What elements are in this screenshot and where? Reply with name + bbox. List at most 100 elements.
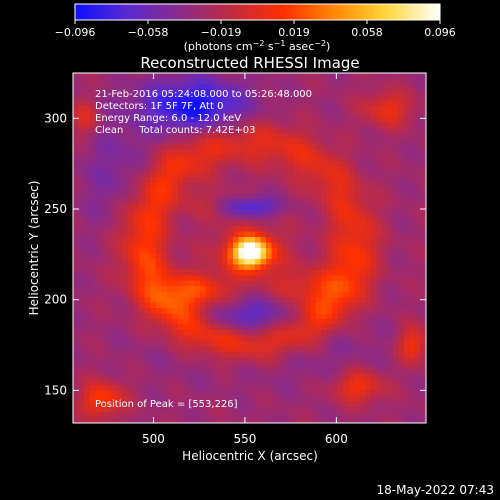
heatmap-cell (310, 198, 317, 205)
heatmap-cell (304, 78, 311, 85)
heatmap-cell (84, 324, 90, 331)
heatmap-cell (243, 368, 250, 375)
heatmap-cell (84, 193, 90, 200)
heatmap-cell (266, 193, 272, 200)
heatmap-cell (221, 264, 228, 271)
heatmap-cell (387, 291, 394, 298)
heatmap-cell (337, 127, 344, 134)
heatmap-cell (73, 122, 79, 129)
heatmap-cell (73, 248, 79, 254)
heatmap-cell (299, 94, 306, 101)
heatmap-cell (210, 171, 217, 178)
heatmap-cell (266, 395, 272, 402)
heatmap-cell (221, 324, 228, 331)
heatmap-cell (183, 204, 190, 211)
heatmap-cell (365, 330, 372, 336)
heatmap-cell (293, 357, 300, 364)
heatmap-cell (370, 340, 377, 347)
heatmap-cell (205, 138, 212, 145)
heatmap-cell (117, 78, 124, 85)
heatmap-cell (392, 144, 399, 150)
heatmap-cell (271, 368, 278, 375)
heatmap-cell (117, 89, 124, 96)
heatmap-cell (73, 242, 79, 249)
heatmap-cell (354, 127, 361, 134)
heatmap-cell (359, 94, 366, 101)
heatmap-cell (238, 335, 245, 342)
colorbar-tick-label: −0.019 (201, 26, 242, 39)
heatmap-cell (310, 324, 317, 331)
heatmap-cell (315, 313, 322, 320)
heatmap-cell (177, 138, 184, 145)
heatmap-cell (249, 160, 256, 167)
heatmap-cell (216, 242, 223, 249)
heatmap-cell (194, 111, 201, 118)
heatmap-cell (310, 242, 317, 249)
heatmap-cell (282, 165, 289, 172)
heatmap-cell (376, 412, 383, 418)
heatmap-cell (106, 226, 113, 232)
heatmap-cell (299, 258, 306, 265)
heatmap-cell (210, 231, 217, 238)
heatmap-cell (161, 144, 168, 150)
heatmap-cell (398, 308, 405, 315)
heatmap-cell (205, 215, 212, 222)
heatmap-cell (150, 171, 157, 178)
heatmap-cell (266, 384, 272, 391)
heatmap-cell (155, 127, 162, 134)
heatmap-cell (106, 373, 113, 380)
heatmap-cell (205, 105, 212, 112)
heatmap-cell (128, 286, 135, 293)
heatmap-cell (326, 215, 333, 222)
heatmap-cell (100, 417, 107, 423)
heatmap-cell (216, 122, 223, 129)
heatmap-cell (117, 368, 124, 375)
heatmap-cell (381, 412, 388, 418)
heatmap-cell (392, 171, 399, 178)
heatmap-cell (321, 94, 328, 101)
heatmap-cell (409, 100, 416, 107)
heatmap-cell (282, 155, 289, 161)
heatmap-cell (232, 379, 239, 386)
heatmap-cell (304, 231, 311, 238)
heatmap-cell (321, 308, 328, 315)
heatmap-cell (227, 302, 234, 309)
heatmap-cell (310, 149, 317, 156)
heatmap-cell (188, 144, 195, 150)
heatmap-cell (398, 412, 405, 418)
heatmap-cell (414, 384, 421, 391)
heatmap-cell (128, 357, 135, 364)
heatmap-cell (106, 133, 113, 140)
heatmap-cell (205, 291, 212, 298)
heatmap-cell (299, 357, 306, 364)
heatmap-cell (128, 155, 135, 161)
heatmap-cell (398, 105, 405, 112)
heatmap-cell (166, 264, 173, 271)
heatmap-cell (326, 83, 333, 90)
heatmap-cell (387, 308, 394, 315)
heatmap-cell (238, 346, 245, 353)
heatmap-cell (293, 417, 300, 423)
heatmap-cell (266, 242, 272, 249)
heatmap-cell (403, 324, 410, 331)
heatmap-cell (326, 193, 333, 200)
heatmap-cell (403, 144, 410, 150)
heatmap-cell (210, 149, 217, 156)
heatmap-cell (144, 83, 151, 90)
heatmap-cell (398, 78, 405, 85)
heatmap-cell (266, 412, 272, 418)
heatmap-cell (161, 390, 168, 397)
heatmap-cell (414, 248, 421, 254)
heatmap-cell (315, 373, 322, 380)
heatmap-cell (387, 373, 394, 380)
heatmap-cell (100, 242, 107, 249)
heatmap-cell (370, 302, 377, 309)
heatmap-cell (221, 165, 228, 172)
heatmap-cell (243, 401, 250, 407)
heatmap-cell (260, 144, 267, 150)
heatmap-cell (199, 286, 206, 293)
heatmap-cell (332, 384, 339, 391)
heatmap-cell (337, 379, 344, 386)
heatmap-cell (150, 242, 157, 249)
heatmap-cell (155, 100, 162, 107)
